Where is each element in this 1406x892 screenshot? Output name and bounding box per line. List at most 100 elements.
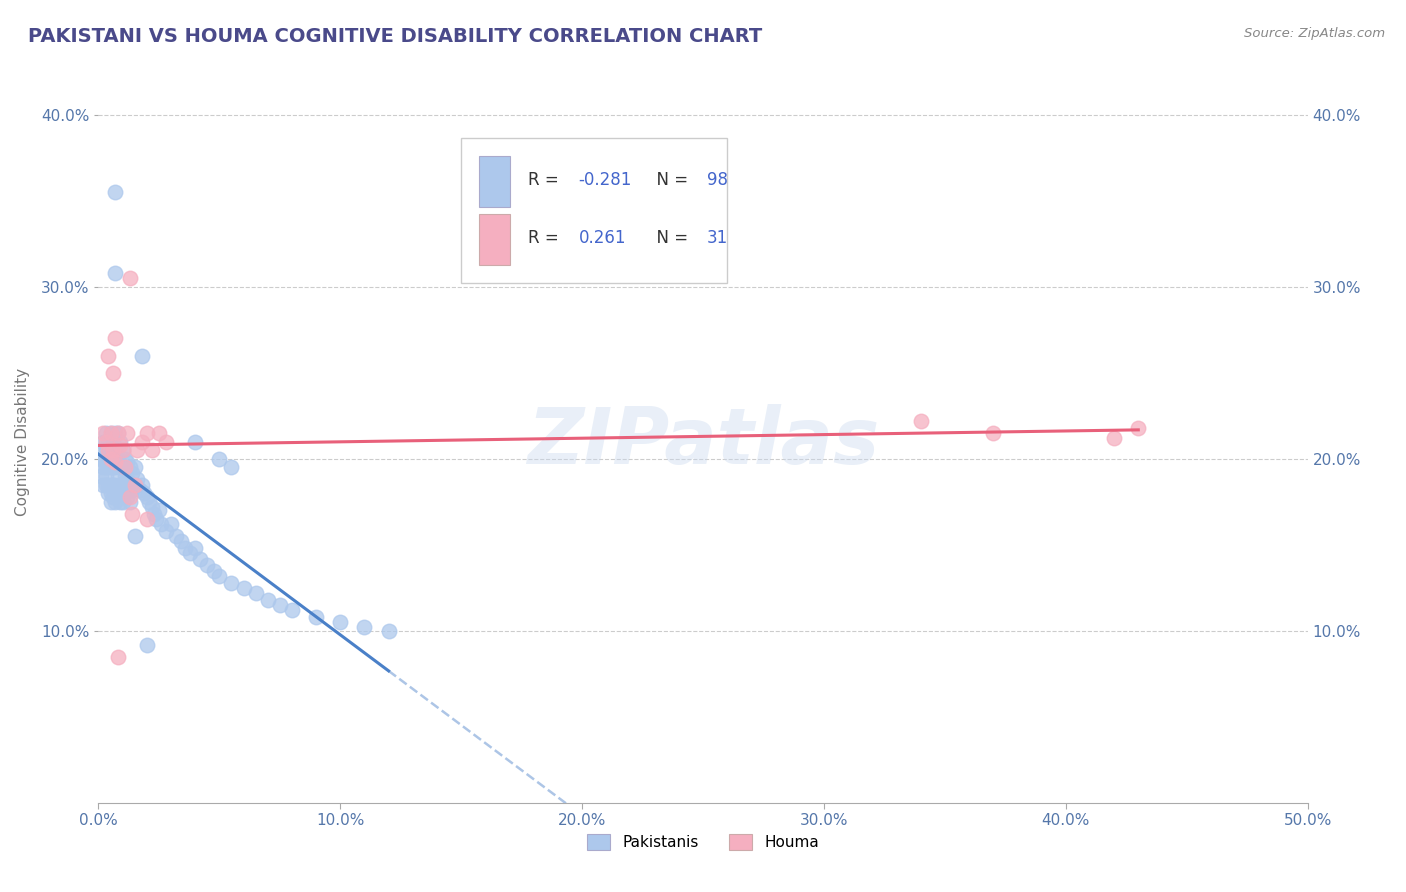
Point	[94, 434, 117, 449]
Text: N =: N =	[647, 171, 693, 189]
Text: R =: R =	[527, 171, 564, 189]
Text: 31: 31	[707, 228, 728, 247]
Point	[232, 581, 254, 595]
Point	[100, 486, 122, 500]
Point	[131, 349, 153, 363]
Text: 0.261: 0.261	[578, 228, 626, 247]
Point	[101, 477, 124, 491]
Point	[155, 524, 177, 538]
Point	[100, 451, 122, 466]
Point	[135, 490, 157, 504]
Point	[97, 443, 120, 458]
Point	[353, 620, 375, 634]
Text: ZIPatlas: ZIPatlas	[527, 403, 879, 480]
Point	[135, 512, 157, 526]
Point	[101, 490, 124, 504]
Point	[94, 469, 117, 483]
Point	[91, 451, 114, 466]
Text: PAKISTANI VS HOUMA COGNITIVE DISABILITY CORRELATION CHART: PAKISTANI VS HOUMA COGNITIVE DISABILITY …	[28, 27, 762, 45]
Point	[111, 443, 134, 458]
Point	[245, 586, 267, 600]
Point	[150, 517, 173, 532]
Point	[111, 494, 134, 508]
Point	[101, 451, 124, 466]
Legend: Pakistanis, Houma: Pakistanis, Houma	[581, 829, 825, 856]
Point	[155, 434, 177, 449]
Point	[208, 568, 231, 582]
Point	[91, 477, 114, 491]
Point	[221, 460, 243, 475]
Point	[169, 534, 191, 549]
Point	[100, 494, 122, 508]
Point	[90, 443, 112, 458]
Point	[179, 546, 201, 560]
Point	[135, 638, 157, 652]
Point	[90, 469, 112, 483]
Point	[104, 494, 127, 508]
Point	[114, 469, 136, 483]
Point	[256, 592, 278, 607]
Point	[131, 477, 153, 491]
Point	[305, 610, 328, 624]
Point	[94, 460, 117, 475]
Point	[127, 472, 149, 486]
Point	[104, 185, 127, 199]
Point	[97, 460, 120, 475]
Point	[184, 541, 207, 556]
Point	[104, 443, 127, 458]
Point	[118, 494, 141, 508]
Point	[108, 477, 131, 491]
Point	[165, 529, 187, 543]
Point	[910, 414, 932, 428]
Point	[107, 469, 129, 483]
Text: Source: ZipAtlas.com: Source: ZipAtlas.com	[1244, 27, 1385, 40]
Point	[131, 434, 153, 449]
Point	[141, 443, 163, 458]
Point	[97, 349, 120, 363]
Point	[981, 425, 1004, 440]
Point	[97, 486, 120, 500]
Point	[108, 460, 131, 475]
Point	[118, 460, 141, 475]
Point	[128, 483, 150, 497]
Point	[101, 366, 124, 380]
Point	[100, 425, 122, 440]
Point	[118, 271, 141, 285]
Point	[104, 455, 127, 469]
Point	[90, 451, 112, 466]
Point	[124, 477, 146, 491]
Point	[1128, 421, 1150, 435]
Point	[101, 443, 124, 458]
Point	[114, 451, 136, 466]
Point	[281, 603, 304, 617]
Point	[107, 425, 129, 440]
Point	[117, 455, 139, 469]
Point	[160, 517, 183, 532]
Point	[124, 460, 146, 475]
Point	[148, 503, 170, 517]
Point	[117, 425, 139, 440]
Point	[94, 425, 117, 440]
Point	[100, 477, 122, 491]
Point	[208, 451, 231, 466]
Point	[174, 541, 197, 556]
Point	[121, 466, 143, 480]
Point	[138, 494, 160, 508]
Text: R =: R =	[527, 228, 564, 247]
Point	[97, 477, 120, 491]
Point	[143, 507, 166, 521]
Point	[111, 443, 134, 458]
Point	[107, 649, 129, 664]
Text: 98: 98	[707, 171, 728, 189]
Point	[124, 529, 146, 543]
Point	[108, 494, 131, 508]
Point	[124, 477, 146, 491]
Point	[94, 443, 117, 458]
FancyBboxPatch shape	[461, 138, 727, 283]
Point	[1102, 431, 1125, 445]
Point	[91, 460, 114, 475]
Point	[269, 598, 291, 612]
Point	[148, 425, 170, 440]
Point	[91, 425, 114, 440]
Point	[195, 558, 218, 573]
